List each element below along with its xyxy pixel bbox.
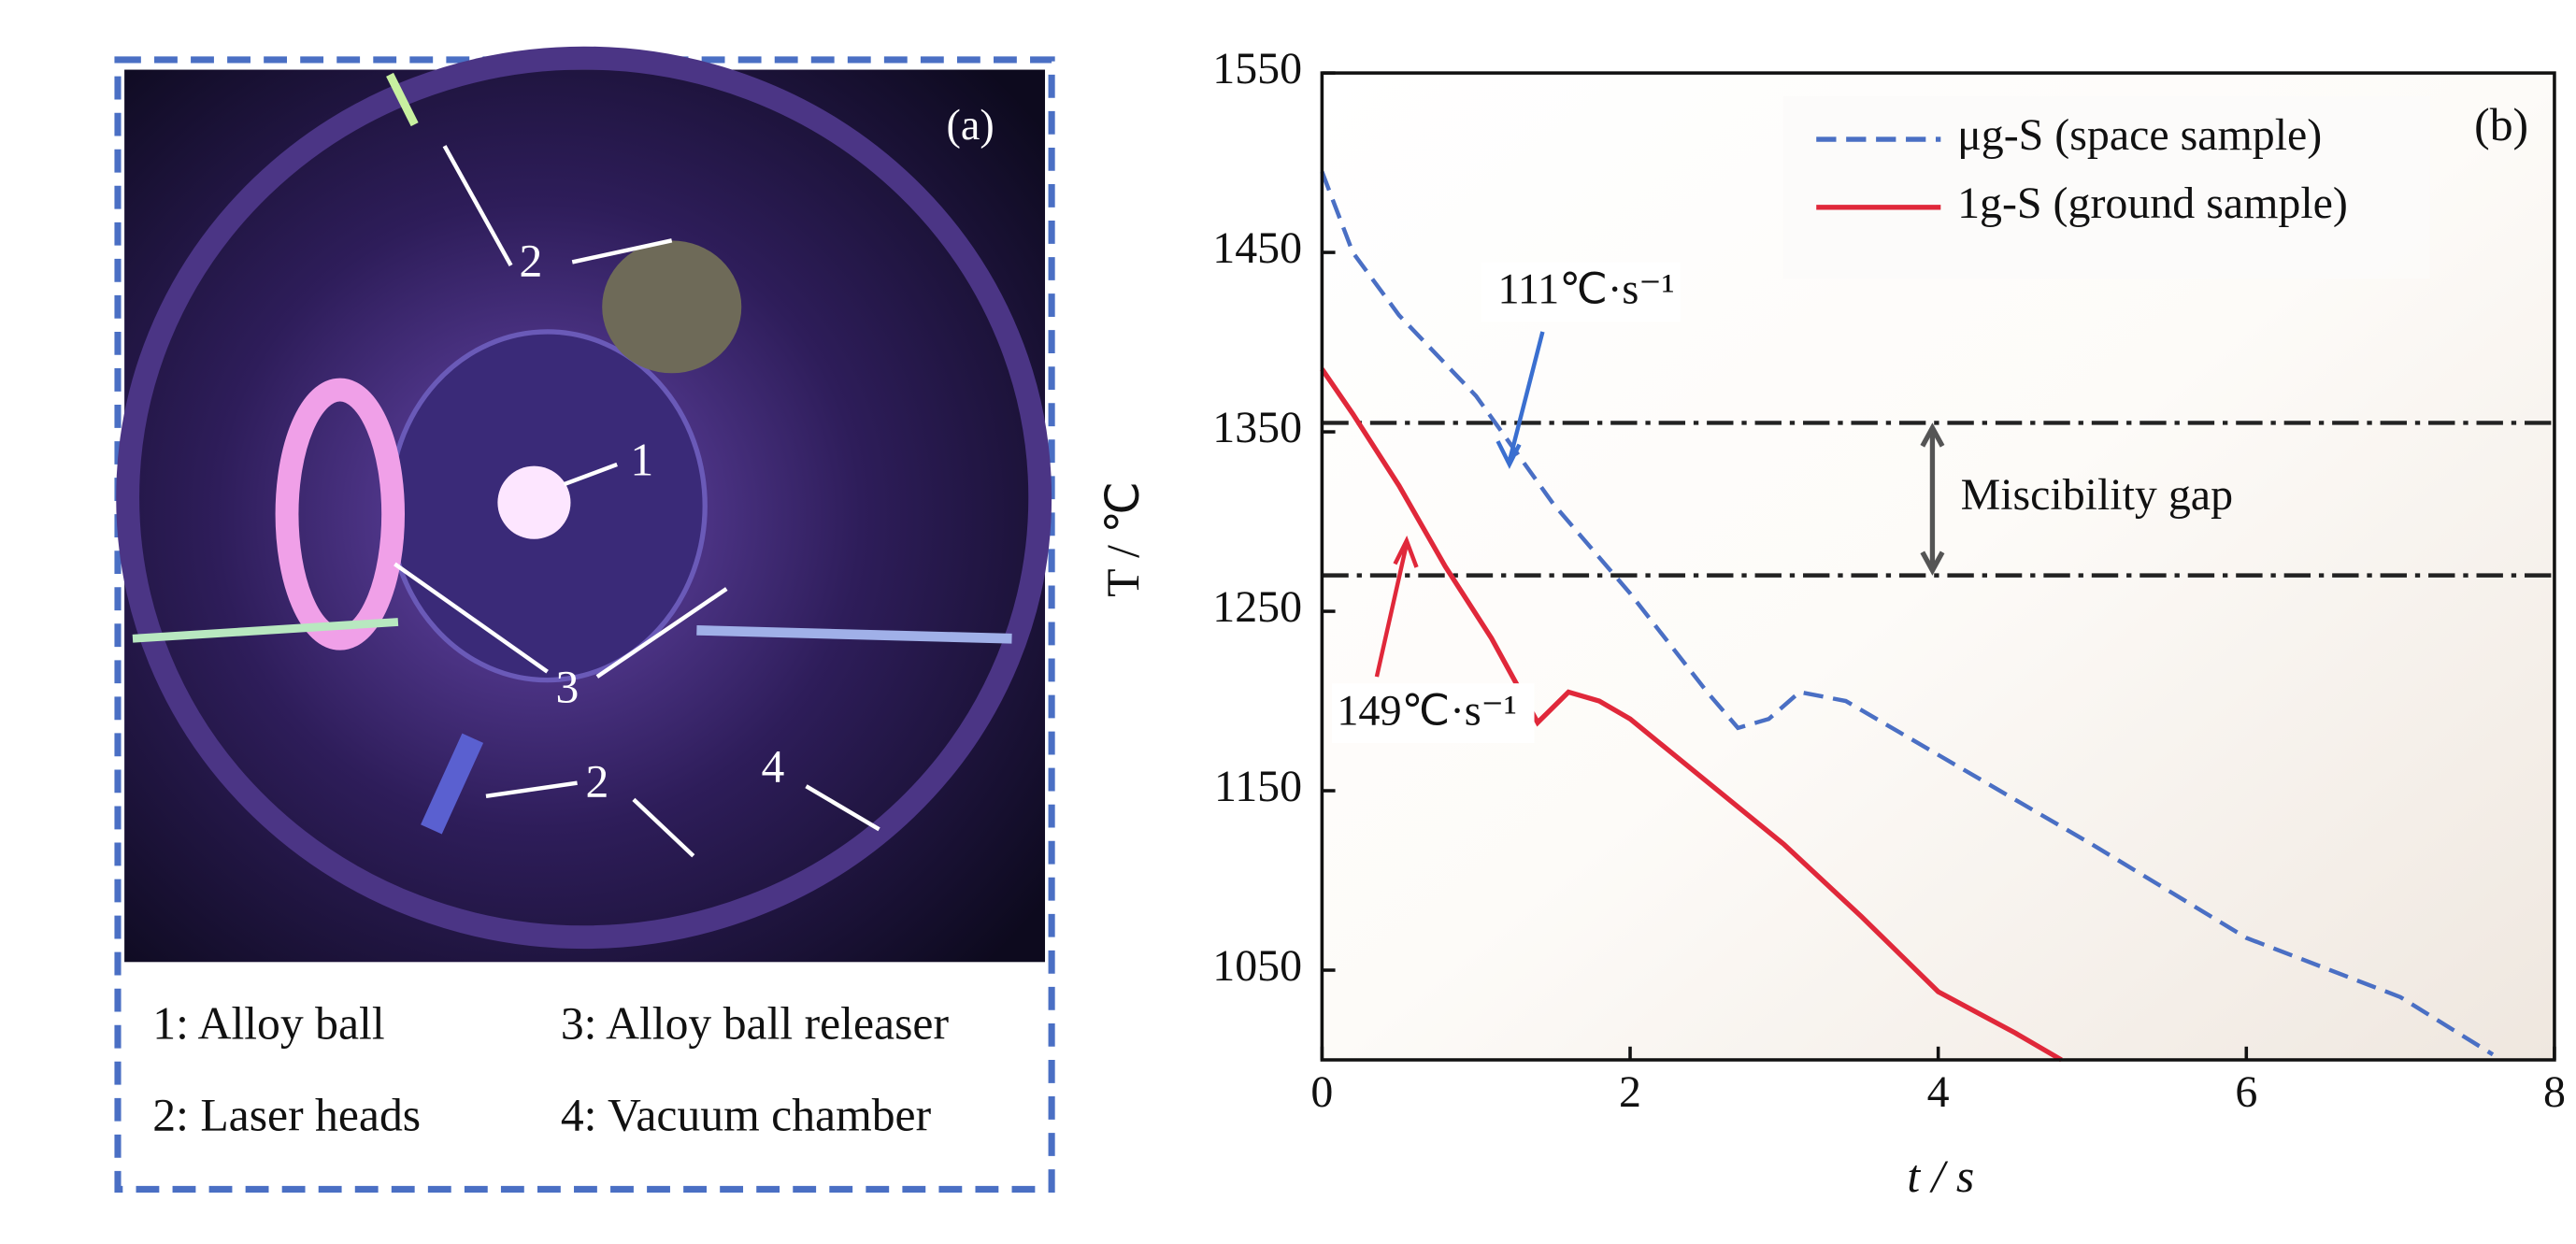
x-tick-label: 8	[2543, 1067, 2566, 1117]
data-line	[1320, 367, 2063, 1063]
photo-legend: 4: Vacuum chamber	[561, 1089, 932, 1140]
annotation: 149℃·s⁻¹	[1337, 686, 1516, 734]
x-tick-label: 4	[1927, 1067, 1950, 1117]
annotation-bg	[1481, 262, 1681, 322]
annotation-arrow	[1496, 331, 1545, 469]
legend-label: 1g-S (ground sample)	[1957, 179, 2348, 228]
photo-legend: 1: Alloy ball	[152, 998, 384, 1050]
annotation-arrow	[1374, 536, 1419, 678]
photo-legend: 3: Alloy ball releaser	[561, 998, 950, 1050]
legend-box	[1782, 95, 2430, 279]
annotation-bg	[1332, 683, 1535, 744]
y-axis-label: T / ℃	[1097, 481, 1149, 597]
annotation: 111℃·s⁻¹	[1497, 265, 1674, 313]
x-tick-label: 6	[2235, 1067, 2257, 1117]
x-tick-label: 2	[1619, 1067, 1641, 1117]
y-tick-label: 1550	[1212, 44, 1302, 93]
y-tick-label: 1050	[1212, 941, 1302, 991]
callout-label: 3	[556, 661, 580, 712]
y-tick-label: 1450	[1212, 223, 1302, 273]
x-axis-label: t / s	[1907, 1151, 1974, 1202]
y-tick-label: 1150	[1214, 762, 1302, 811]
x-tick-label: 0	[1310, 1067, 1333, 1117]
plot-frame	[1320, 71, 2556, 1062]
annotation: Miscibility gap	[1961, 470, 2233, 520]
photo-legend: 2: Laser heads	[152, 1089, 421, 1140]
panel-label: (b)	[2474, 99, 2528, 150]
callout-label: 2	[585, 756, 608, 808]
y-tick-label: 1250	[1212, 582, 1302, 632]
y-tick-label: 1350	[1212, 403, 1302, 452]
gap-arrow-head	[1920, 422, 1945, 576]
panel-frame	[114, 56, 1055, 1193]
legend-label: μg-S (space sample)	[1957, 110, 2322, 160]
callout-label: 4	[762, 741, 785, 793]
panel-label: (a)	[947, 101, 995, 149]
photo	[116, 46, 1052, 963]
callout-label: 2	[519, 235, 542, 286]
callout-label: 1	[630, 434, 653, 485]
data-line	[1320, 170, 2495, 1057]
